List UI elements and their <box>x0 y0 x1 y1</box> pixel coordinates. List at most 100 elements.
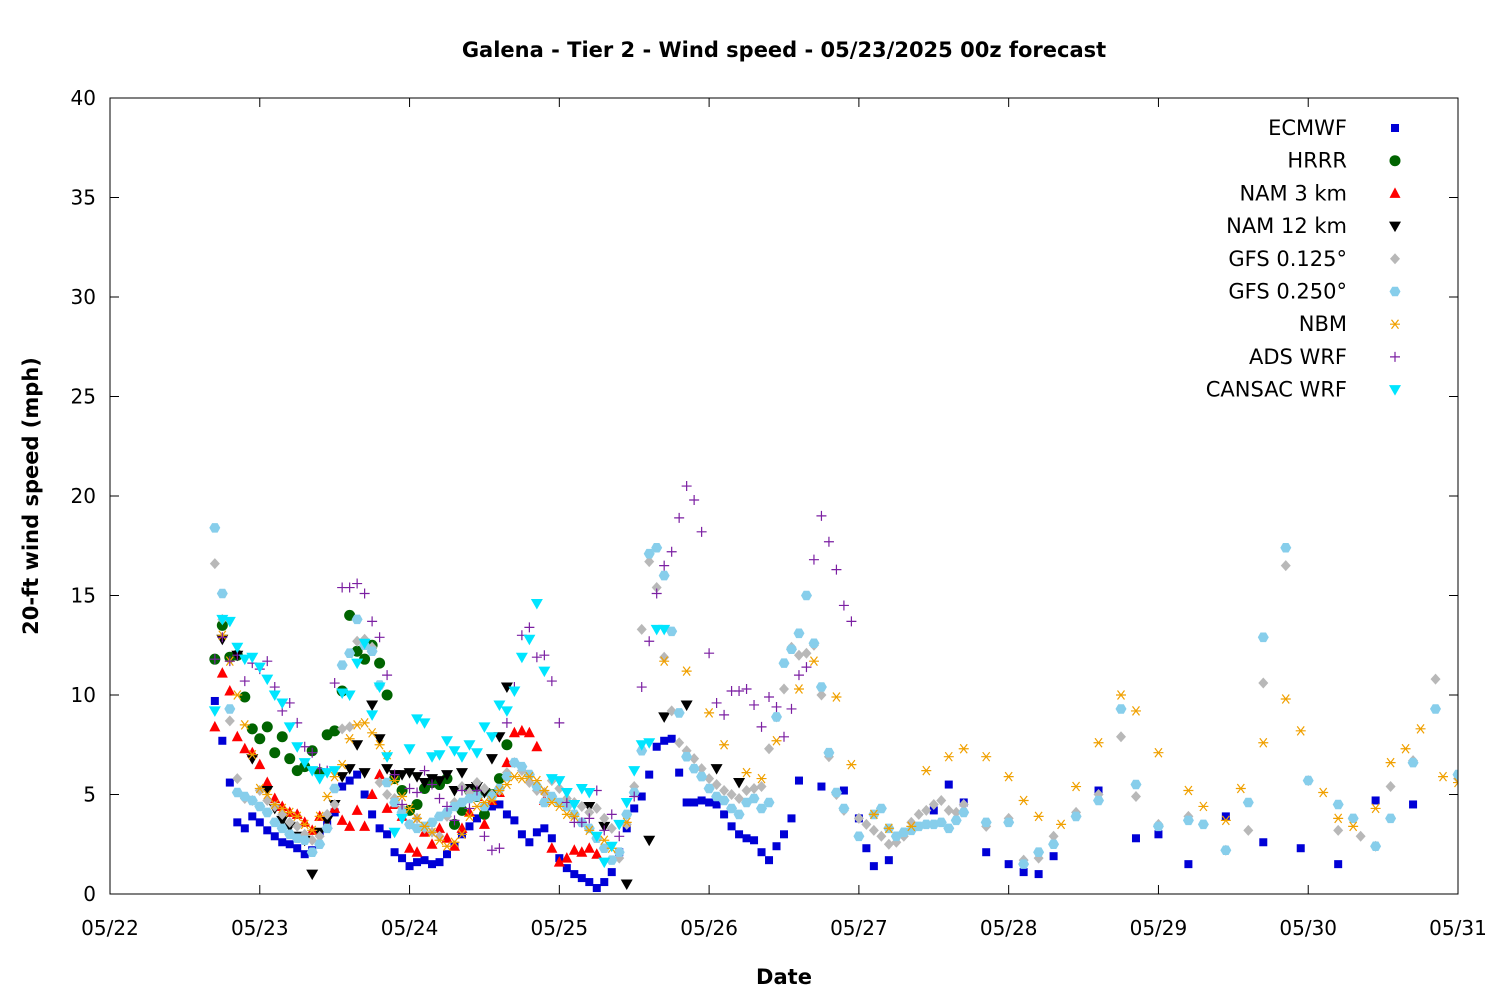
data-point-ads-wrf <box>749 699 760 710</box>
data-point-nbm <box>1033 811 1044 822</box>
legend: ECMWF HRRR NAM 3 km NAM 12 km GFS 0.125° GFS … <box>1206 116 1401 402</box>
data-point-gfs-0-250 <box>1370 841 1382 851</box>
data-point-gfs-0-125 <box>344 721 355 733</box>
data-point-nbm <box>367 727 378 738</box>
data-point-ecmwf <box>637 792 646 801</box>
data-point-cansac-wrf <box>628 766 641 777</box>
data-point-nam-3-km <box>583 842 595 853</box>
data-point-ads-wrf <box>209 654 220 665</box>
data-point-cansac-wrf <box>515 652 528 664</box>
data-point-nbm <box>1056 819 1067 830</box>
data-point-ecmwf <box>1004 860 1013 869</box>
data-point-gfs-0-125 <box>674 737 685 749</box>
data-point-nbm <box>1295 725 1306 736</box>
data-point-cansac-wrf <box>448 746 461 757</box>
data-point-gfs-0-125 <box>853 812 864 824</box>
data-point-ecmwf <box>735 830 744 839</box>
data-point-gfs-0-250 <box>875 803 887 814</box>
data-point-gfs-0-125 <box>883 838 894 850</box>
data-point-gfs-0-250 <box>688 763 700 774</box>
data-point-gfs-0-125 <box>1048 830 1059 842</box>
data-point-ecmwf <box>787 814 796 823</box>
data-point-nbm <box>1003 771 1014 782</box>
data-point-ecmwf <box>285 840 294 849</box>
data-point-ecmwf <box>1334 860 1343 869</box>
data-point-gfs-0-125 <box>719 785 730 797</box>
data-point-nam-12-km <box>321 815 334 827</box>
data-point-ecmwf <box>780 830 788 839</box>
data-point-ads-wrf <box>359 588 370 599</box>
data-point-nbm <box>561 809 572 820</box>
data-point-gfs-0-250 <box>815 682 827 692</box>
data-point-nbm <box>531 775 542 786</box>
data-point-gfs-0-125 <box>352 635 363 647</box>
legend-label-nam-3-km: NAM 3 km <box>1239 181 1347 205</box>
data-point-gfs-0-125 <box>816 689 827 701</box>
data-point-nbm <box>719 739 730 750</box>
y-tick-label: 15 <box>71 584 96 608</box>
data-point-ads-wrf <box>531 652 542 663</box>
data-point-gfs-0-250 <box>673 708 685 718</box>
x-axis-title: Date <box>756 965 812 989</box>
data-point-hrrr <box>276 731 288 743</box>
data-point-gfs-0-250 <box>246 795 258 806</box>
data-point-hrrr <box>359 653 371 665</box>
data-point-ads-wrf <box>419 765 430 776</box>
series-nam-3-km <box>209 667 603 867</box>
data-point-ecmwf <box>502 810 511 819</box>
data-point-gfs-0-250 <box>501 771 513 782</box>
data-point-ads-wrf <box>262 656 273 667</box>
data-point-nbm <box>494 785 505 796</box>
data-point-gfs-0-250 <box>1468 842 1479 852</box>
data-point-gfs-0-250 <box>224 704 236 714</box>
legend-label-ecmwf: ECMWF <box>1268 116 1347 140</box>
data-point-ecmwf <box>1371 796 1380 805</box>
data-point-nbm <box>943 751 954 762</box>
data-point-gfs-0-125 <box>1258 677 1269 689</box>
data-point-nbm <box>1258 737 1269 748</box>
data-point-cansac-wrf <box>463 740 476 751</box>
data-point-cansac-wrf <box>253 662 266 674</box>
data-point-nam-3-km <box>553 856 565 867</box>
data-point-ads-wrf <box>486 845 497 856</box>
y-tick-label: 25 <box>71 385 96 409</box>
x-tick-label: 05/22 <box>81 916 139 940</box>
data-point-ecmwf <box>360 790 369 799</box>
data-point-ads-wrf <box>651 588 662 599</box>
data-point-ads-wrf <box>666 546 677 557</box>
data-point-gfs-0-250 <box>1130 779 1142 790</box>
data-point-cansac-wrf <box>583 788 596 799</box>
data-point-nbm <box>464 811 475 822</box>
data-point-gfs-0-125 <box>1333 824 1344 836</box>
data-point-gfs-0-125 <box>1116 731 1126 743</box>
data-point-nbm <box>1153 747 1164 758</box>
data-point-gfs-0-250 <box>958 807 970 818</box>
data-point-nam-12-km <box>403 768 416 779</box>
data-point-nam-3-km <box>254 758 266 770</box>
data-point-nbm <box>808 656 819 667</box>
data-point-nam-12-km <box>433 776 446 787</box>
data-point-nbm <box>389 775 400 786</box>
data-point-nbm <box>756 773 767 784</box>
data-point-nam-12-km <box>306 869 319 881</box>
data-point-hrrr <box>239 691 251 703</box>
data-point-nbm <box>1220 815 1231 826</box>
data-point-ads-wrf <box>576 817 587 828</box>
data-point-nbm <box>374 739 385 750</box>
data-point-nbm <box>352 719 363 730</box>
data-point-cansac-wrf <box>388 827 401 839</box>
data-point-nbm <box>509 771 520 782</box>
data-point-gfs-0-250 <box>943 823 955 834</box>
data-point-gfs-0-250 <box>1115 704 1127 714</box>
data-point-gfs-0-125 <box>584 806 595 818</box>
data-point-nbm <box>449 837 460 848</box>
data-point-gfs-0-250 <box>636 746 648 756</box>
data-point-nam-12-km <box>358 768 371 779</box>
data-point-ads-wrf <box>719 709 730 720</box>
data-point-gfs-0-125 <box>471 777 482 789</box>
data-point-gfs-0-250 <box>1347 813 1359 824</box>
y-tick-label: 40 <box>71 86 96 110</box>
data-point-nam-3-km <box>209 720 221 732</box>
data-point-cansac-wrf <box>351 658 364 670</box>
data-point-nam-12-km <box>366 700 379 711</box>
